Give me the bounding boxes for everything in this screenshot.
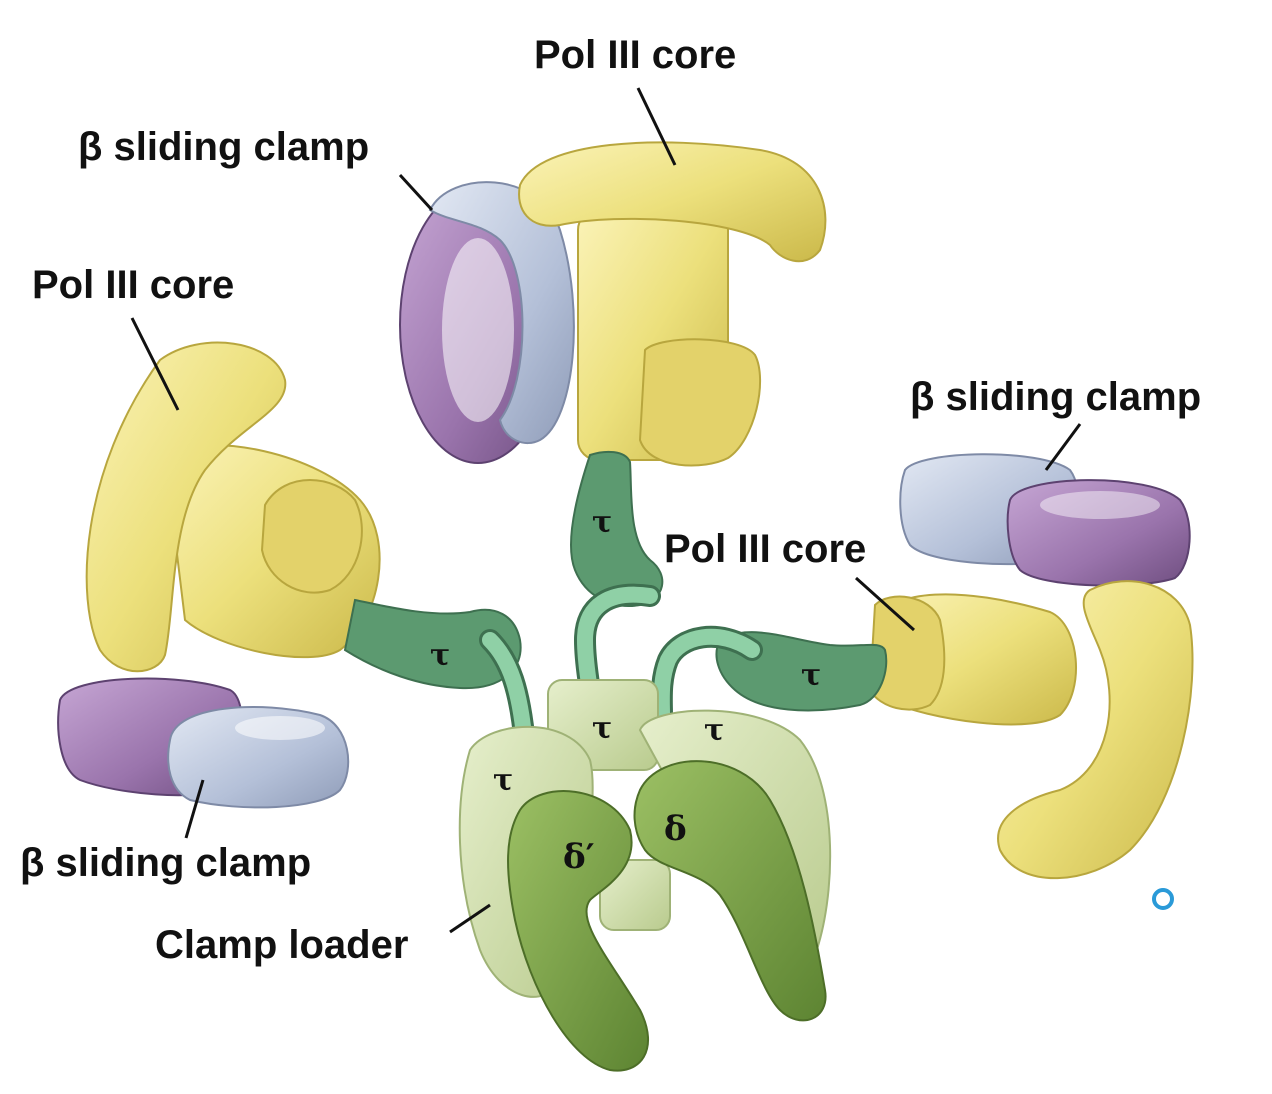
label-pol-core-right: Pol III core — [664, 527, 866, 571]
leader-lines — [130, 87, 1082, 934]
tau-linker-left — [343, 598, 522, 690]
leader-pol-core-right — [854, 576, 916, 632]
delta-prime-label: δ′ — [563, 837, 595, 877]
tau-label-loader-right: τ — [704, 713, 724, 748]
pol-core-left — [85, 341, 381, 673]
tau-label-left-linker: τ — [430, 638, 450, 673]
label-clamp-top: β sliding clamp — [78, 125, 369, 169]
leader-pol-core-left — [130, 317, 180, 411]
clamp-loader — [458, 679, 832, 1072]
label-pol-core-left: Pol III core — [32, 263, 234, 307]
label-clamp-loader: Clamp loader — [155, 923, 408, 967]
tau-label-right-linker: τ — [801, 658, 821, 693]
beta-clamp-right — [899, 453, 1191, 587]
leader-clamp-top — [398, 173, 434, 212]
leader-pol-core-top — [636, 87, 677, 166]
label-pol-core-top: Pol III core — [534, 33, 736, 77]
delta-label: δ — [664, 809, 687, 849]
leader-clamp-loader — [449, 903, 491, 934]
tau-label-top-linker: τ — [592, 505, 612, 540]
tau-label-loader-center: τ — [592, 711, 612, 746]
pol-core-top — [518, 141, 827, 467]
marker-circle — [1152, 888, 1174, 910]
pol-core-right — [868, 580, 1194, 880]
beta-clamp-top — [399, 181, 575, 464]
beta-clamp-bottom-left — [57, 677, 350, 809]
label-clamp-right: β sliding clamp — [910, 375, 1201, 419]
leader-clamp-bottom-left — [184, 779, 205, 839]
leader-clamp-right — [1044, 423, 1082, 471]
tau-linker-top — [569, 450, 664, 607]
label-clamp-bottom-left: β sliding clamp — [20, 841, 311, 885]
tau-label-loader-left: τ — [493, 763, 513, 798]
